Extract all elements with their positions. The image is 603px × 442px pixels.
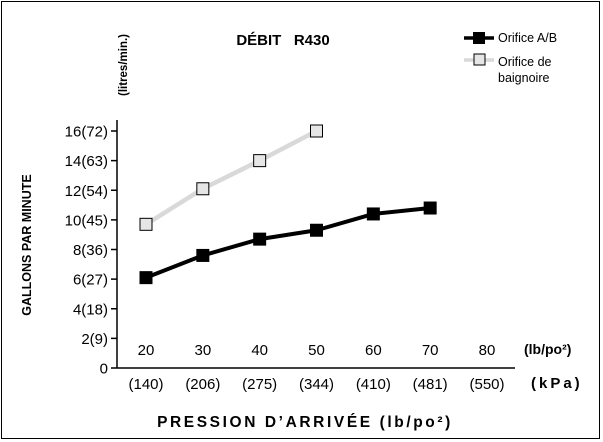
chart-title: DÉBIT R430	[236, 32, 329, 49]
data-point-orifice-ab	[310, 223, 323, 237]
x-tick-label: 30	[194, 342, 211, 359]
legend-marker-orifice-ab	[473, 32, 485, 44]
data-point-orifice-ab	[253, 232, 267, 246]
x-unit-primary: (lb/po²)	[524, 341, 571, 357]
y-tick-label: 0	[100, 361, 108, 378]
data-point-orifice-ab	[139, 271, 153, 285]
x-secondary-tick-label: (481)	[413, 376, 448, 393]
x-secondary-tick-label: (275)	[242, 376, 277, 393]
x-tick-label: 20	[138, 342, 155, 359]
x-secondary-tick-label: (140)	[128, 376, 163, 393]
y-axis-secondary-label: (litres/min.)	[118, 34, 130, 96]
y-tick-label: 6(27)	[73, 272, 108, 289]
legend-label-orifice-ab: Orifice A/B	[498, 31, 557, 45]
data-point-orifice-ab	[423, 201, 437, 215]
data-point-orifice-ab	[366, 207, 380, 221]
data-point-orifice-baignoire	[196, 182, 210, 196]
legend-marker-orifice-baignoire	[473, 53, 486, 66]
series-line-0	[145, 206, 431, 280]
y-axis-label: GALLONS PAR MINUTE	[20, 174, 34, 315]
y-tick-label: 12(54)	[65, 183, 108, 200]
x-tick-label: 50	[308, 342, 325, 359]
data-point-orifice-baignoire	[253, 154, 267, 168]
x-secondary-tick-label: (410)	[356, 376, 391, 393]
x-secondary-tick-label: (344)	[299, 376, 334, 393]
y-tick-label: 16(72)	[65, 124, 108, 141]
legend-label-orifice-baignoire-line2: baignoire	[498, 71, 549, 85]
data-point-orifice-baignoire	[310, 124, 323, 138]
y-tick-label: 4(18)	[73, 301, 108, 318]
legend-label-orifice-baignoire-line1: Orifice de	[498, 55, 552, 69]
x-secondary-tick-label: (206)	[185, 376, 220, 393]
y-tick-label: 2(9)	[81, 331, 108, 348]
legend: Orifice A/B Orifice de baignoire	[464, 31, 557, 85]
y-tick-label: 14(63)	[65, 153, 108, 170]
x-tick-label: 80	[479, 342, 496, 359]
axes	[116, 120, 515, 369]
x-secondary-tick-label: (550)	[469, 376, 504, 393]
legend-label-orifice-baignoire: Orifice de baignoire	[498, 55, 555, 85]
x-tick-label: 40	[251, 342, 268, 359]
y-tick-label: 10(45)	[65, 212, 108, 229]
y-tick-label: 8(36)	[73, 242, 108, 259]
x-unit-secondary: (kPa)	[531, 375, 583, 392]
x-tick-label: 60	[365, 342, 382, 359]
data-point-orifice-ab	[196, 248, 210, 262]
data-point-orifice-baignoire	[139, 217, 153, 231]
x-tick-label: 70	[422, 342, 439, 359]
series-line-1	[144, 129, 318, 227]
x-axis-label: PRESSION D’ARRIVÉE (lb/po²)	[157, 414, 453, 431]
